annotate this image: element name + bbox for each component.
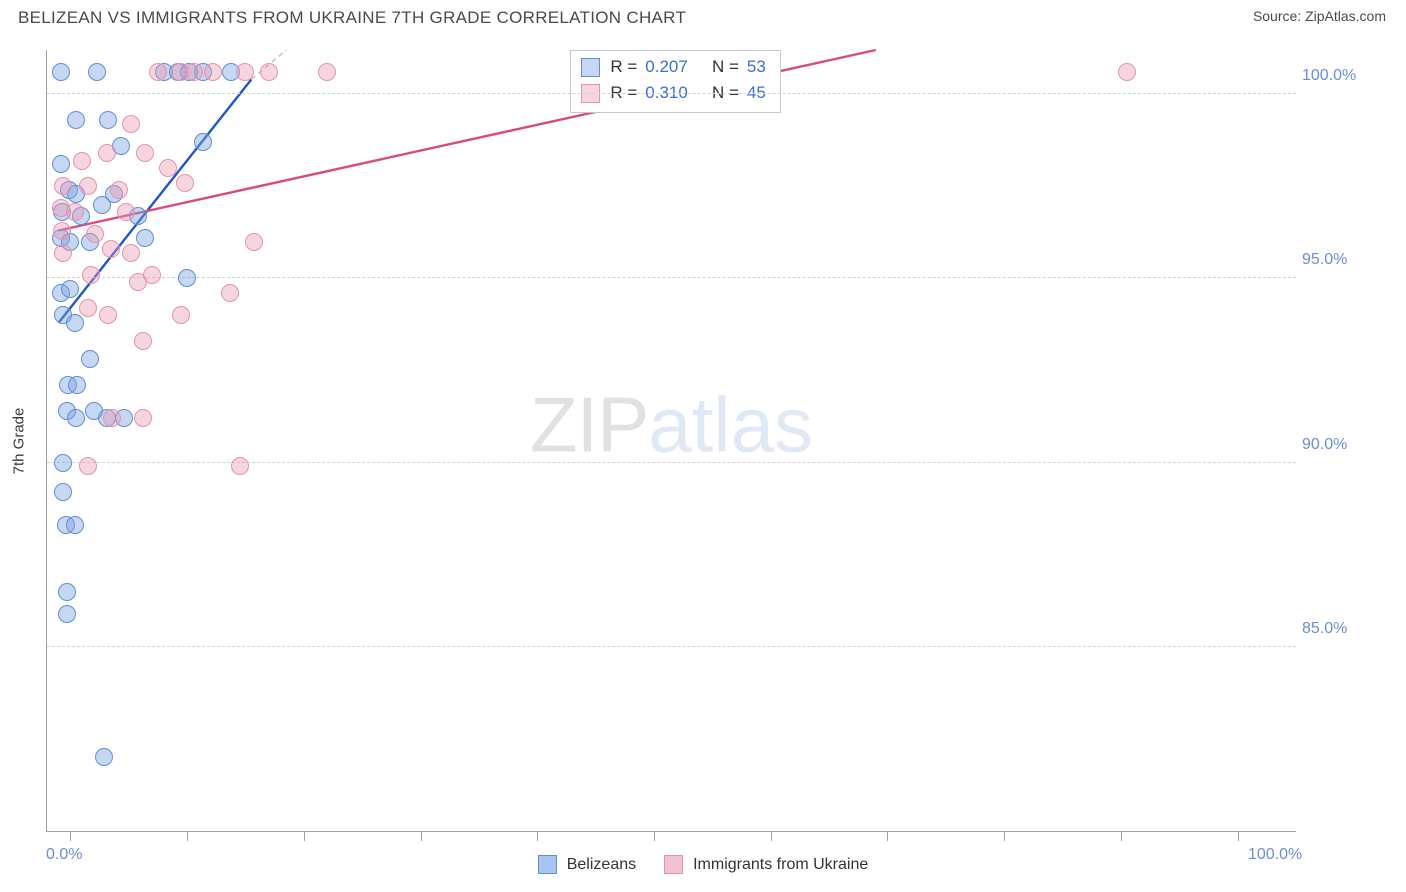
ukraine-point xyxy=(54,177,72,195)
chart-title: BELIZEAN VS IMMIGRANTS FROM UKRAINE 7TH … xyxy=(18,8,686,28)
belizeans-point xyxy=(68,376,86,394)
belizeans-point xyxy=(194,133,212,151)
belizeans-point xyxy=(178,269,196,287)
source-link[interactable]: ZipAtlas.com xyxy=(1305,8,1386,24)
belizeans-point xyxy=(66,314,84,332)
x-tick xyxy=(887,831,888,841)
y-tick-label: 85.0% xyxy=(1302,620,1392,638)
belizeans-point xyxy=(81,350,99,368)
ukraine-point xyxy=(159,159,177,177)
x-tick xyxy=(654,831,655,841)
source-label: Source: ZipAtlas.com xyxy=(1253,8,1386,24)
x-tick xyxy=(1004,831,1005,841)
belizeans-point xyxy=(52,155,70,173)
ukraine-point xyxy=(53,222,71,240)
ukraine-point xyxy=(172,306,190,324)
ukraine-point xyxy=(260,63,278,81)
ukraine-point xyxy=(245,233,263,251)
ukraine-point xyxy=(122,115,140,133)
ukraine-point xyxy=(318,63,336,81)
belizeans-point xyxy=(95,748,113,766)
ukraine-point xyxy=(136,144,154,162)
belizeans-point xyxy=(88,63,106,81)
ukraine-point xyxy=(102,240,120,258)
x-tick xyxy=(187,831,188,841)
ukraine-point xyxy=(134,409,152,427)
legend-ukraine: Immigrants from Ukraine xyxy=(664,855,868,874)
ukraine-point xyxy=(134,332,152,350)
ukraine-point xyxy=(236,63,254,81)
legend-belizeans: Belizeans xyxy=(538,855,636,874)
belizeans-point xyxy=(136,229,154,247)
belizeans-point xyxy=(93,196,111,214)
ukraine-point xyxy=(149,63,167,81)
ukraine-point xyxy=(185,63,203,81)
stats-legend: R =0.207 N =53R =0.310 N =45 xyxy=(570,50,781,113)
ukraine-point xyxy=(122,244,140,262)
ukraine-point xyxy=(82,266,100,284)
ukraine-swatch-icon xyxy=(664,855,683,874)
y-tick-label: 100.0% xyxy=(1302,67,1392,85)
gridline xyxy=(47,646,1296,647)
x-tick xyxy=(70,831,71,841)
x-tick xyxy=(537,831,538,841)
stats-row-belizeans: R =0.207 N =53 xyxy=(581,54,766,80)
ukraine-point xyxy=(73,152,91,170)
x-tick xyxy=(1121,831,1122,841)
ukraine-point xyxy=(143,266,161,284)
belizeans-swatch-icon xyxy=(538,855,557,874)
belizeans-swatch xyxy=(581,58,600,77)
ukraine-point xyxy=(221,284,239,302)
chart-area: 7th Grade ZIPatlas R =0.207 N =53R =0.31… xyxy=(46,50,1296,832)
belizeans-point xyxy=(54,483,72,501)
ukraine-point xyxy=(117,203,135,221)
y-axis-label: 7th Grade xyxy=(11,407,28,474)
belizeans-point xyxy=(67,409,85,427)
ukraine-point xyxy=(86,225,104,243)
ukraine-point xyxy=(99,306,117,324)
belizeans-point xyxy=(54,454,72,472)
x-tick xyxy=(771,831,772,841)
y-tick-label: 90.0% xyxy=(1302,436,1392,454)
ukraine-point xyxy=(54,244,72,262)
ukraine-point xyxy=(79,177,97,195)
belizeans-point xyxy=(67,111,85,129)
ukraine-point xyxy=(231,457,249,475)
belizeans-point xyxy=(52,63,70,81)
ukraine-point xyxy=(204,63,222,81)
belizeans-point xyxy=(66,516,84,534)
ukraine-point xyxy=(110,181,128,199)
ukraine-point xyxy=(79,457,97,475)
x-tick xyxy=(1238,831,1239,841)
gridline xyxy=(47,93,1296,94)
belizeans-point xyxy=(99,111,117,129)
ukraine-point xyxy=(98,144,116,162)
belizeans-point xyxy=(58,605,76,623)
watermark: ZIPatlas xyxy=(530,379,813,470)
belizeans-point xyxy=(61,280,79,298)
x-tick xyxy=(304,831,305,841)
ukraine-point xyxy=(66,203,84,221)
belizeans-point xyxy=(58,583,76,601)
ukraine-point xyxy=(1118,63,1136,81)
gridline xyxy=(47,277,1296,278)
bottom-legend: Belizeans Immigrants from Ukraine xyxy=(0,855,1406,874)
x-tick xyxy=(421,831,422,841)
ukraine-point xyxy=(176,174,194,192)
ukraine-point xyxy=(79,299,97,317)
ukraine-point xyxy=(103,409,121,427)
y-tick-label: 95.0% xyxy=(1302,251,1392,269)
